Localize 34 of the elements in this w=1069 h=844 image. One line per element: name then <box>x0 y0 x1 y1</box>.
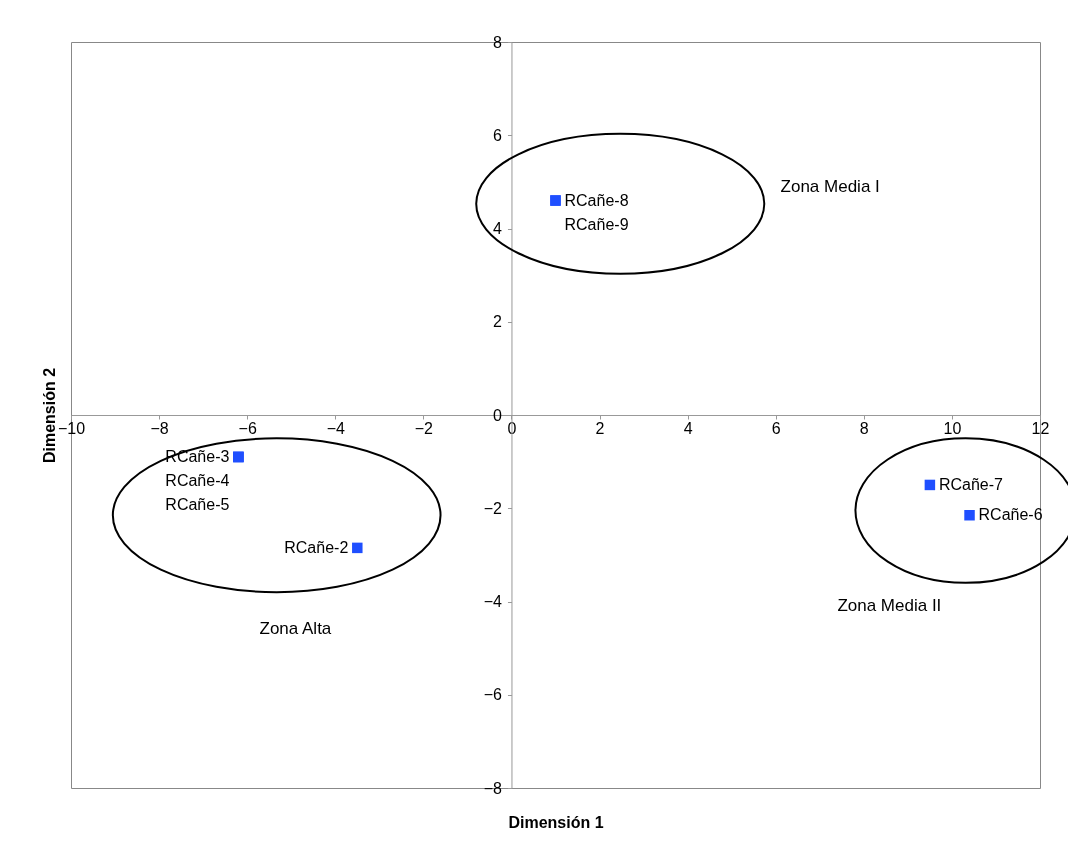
data-label: RCañe-9 <box>564 215 629 233</box>
data-label: RCañe-2 <box>284 538 349 556</box>
y-tick-label: −2 <box>483 499 503 517</box>
x-tick-label: 8 <box>859 419 869 437</box>
y-tick-label: 8 <box>493 33 503 51</box>
annotation: Zona Alta <box>259 619 332 639</box>
y-tick-label: 0 <box>493 406 503 424</box>
x-tick-label: −10 <box>57 419 86 437</box>
x-tick-label: 0 <box>507 419 517 437</box>
y-tick-label: 6 <box>493 126 503 144</box>
x-tick-label: −4 <box>326 419 345 437</box>
annotation: Zona Media II <box>837 595 942 615</box>
y-axis-title: Dimensión 2 <box>40 367 58 464</box>
x-tick-label: 2 <box>595 419 605 437</box>
data-label: RCañe-5 <box>165 495 230 513</box>
y-tick-label: 4 <box>493 220 503 237</box>
annotation: Zona Media I <box>780 177 880 197</box>
y-tick-label: −8 <box>483 779 503 797</box>
data-label: RCañe-3 <box>165 447 230 465</box>
x-tick-label: −6 <box>238 419 257 437</box>
x-tick-label: 4 <box>683 419 693 437</box>
x-axis-title: Dimensión 1 <box>508 813 604 831</box>
x-tick-label: 12 <box>1031 419 1050 437</box>
data-label: RCañe-8 <box>564 191 629 209</box>
x-tick-label: −8 <box>150 419 169 437</box>
y-tick-label: −6 <box>483 686 503 704</box>
y-tick-label: 2 <box>493 313 503 331</box>
x-tick-label: 10 <box>943 419 962 437</box>
data-label: RCañe-7 <box>938 475 1004 493</box>
data-label: RCañe-4 <box>165 471 230 489</box>
data-label: RCañe-6 <box>978 506 1043 524</box>
x-tick-label: −2 <box>414 419 434 437</box>
y-tick-label: −4 <box>483 593 503 610</box>
x-tick-label: 6 <box>771 419 781 437</box>
